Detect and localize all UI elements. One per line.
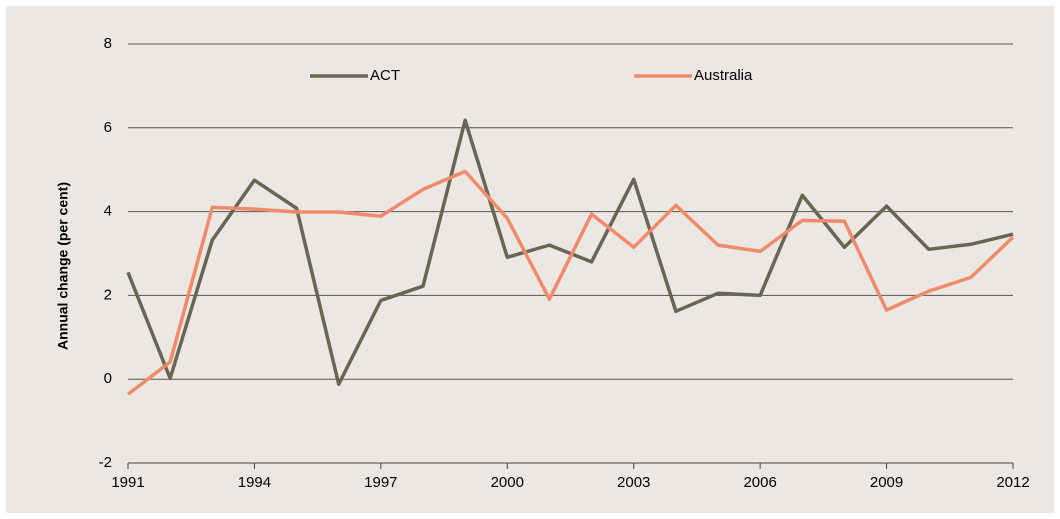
x-tick-label: 2003 bbox=[617, 474, 650, 491]
x-tick-label: 2000 bbox=[491, 474, 524, 491]
y-tick-label: 0 bbox=[104, 370, 112, 387]
x-tick-label: 1997 bbox=[364, 474, 397, 491]
x-tick-label: 1994 bbox=[238, 474, 271, 491]
y-tick-label: 2 bbox=[104, 286, 112, 303]
x-tick-label: 1991 bbox=[111, 474, 144, 491]
y-axis-label: Annual change (per cent) bbox=[55, 182, 71, 350]
y-tick-label: 8 bbox=[104, 35, 112, 52]
x-tick-label: 2009 bbox=[870, 474, 903, 491]
series-line bbox=[126, 169, 1015, 396]
y-tick-label: 4 bbox=[104, 203, 112, 220]
x-tick-label: 2012 bbox=[996, 474, 1029, 491]
x-tick-label: 2006 bbox=[743, 474, 776, 491]
y-tick-label: 6 bbox=[104, 119, 112, 136]
y-tick-label: -2 bbox=[99, 454, 112, 471]
legend-label: ACT bbox=[370, 67, 400, 84]
legend-label: Australia bbox=[694, 67, 753, 84]
